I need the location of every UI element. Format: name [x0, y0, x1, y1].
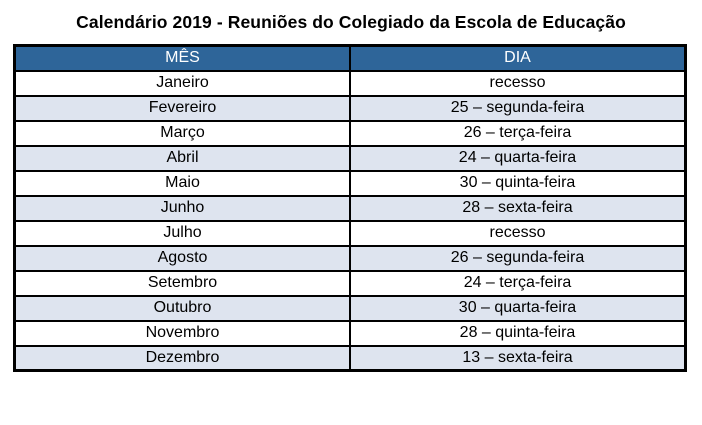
table-row: Dezembro 13 – sexta-feira [13, 344, 687, 372]
cell-dia: 28 – sexta-feira [349, 194, 687, 222]
table-row: Maio 30 – quinta-feira [13, 169, 687, 197]
column-header-mes: MÊS [13, 44, 351, 72]
page-title: Calendário 2019 - Reuniões do Colegiado … [76, 12, 626, 32]
cell-mes: Fevereiro [13, 94, 351, 122]
column-header-dia: DIA [349, 44, 687, 72]
table-row: Junho 28 – sexta-feira [13, 194, 687, 222]
table-row: Julho recesso [13, 219, 687, 247]
calendar-table: MÊS DIA Janeiro recesso Fevereiro 25 – segu… [13, 44, 687, 372]
cell-dia: 30 – quinta-feira [349, 169, 687, 197]
cell-mes: Novembro [13, 319, 351, 347]
cell-mes: Dezembro [13, 344, 351, 372]
cell-dia: 26 – segunda-feira [349, 244, 687, 272]
calendar-table-body: Janeiro recesso Fevereiro 25 – segunda-feir… [13, 69, 687, 372]
table-row: Outubro 30 – quarta-feira [13, 294, 687, 322]
cell-mes: Janeiro [13, 69, 351, 97]
cell-mes: Setembro [13, 269, 351, 297]
cell-dia: recesso [349, 69, 687, 97]
table-row: Setembro 24 – terça-feira [13, 269, 687, 297]
cell-dia: recesso [349, 219, 687, 247]
calendar-table-head: MÊS DIA [13, 44, 687, 72]
cell-mes: Abril [13, 144, 351, 172]
table-row: Março 26 – terça-feira [13, 119, 687, 147]
table-row: Agosto 26 – segunda-feira [13, 244, 687, 272]
table-row: Novembro 28 – quinta-feira [13, 319, 687, 347]
cell-mes: Maio [13, 169, 351, 197]
cell-dia: 24 – terça-feira [349, 269, 687, 297]
table-row: Janeiro recesso [13, 69, 687, 97]
cell-dia: 13 – sexta-feira [349, 344, 687, 372]
cell-mes: Junho [13, 194, 351, 222]
table-row: Abril 24 – quarta-feira [13, 144, 687, 172]
header-row: MÊS DIA [13, 44, 687, 72]
cell-dia: 24 – quarta-feira [349, 144, 687, 172]
cell-mes: Agosto [13, 244, 351, 272]
cell-dia: 25 – segunda-feira [349, 94, 687, 122]
cell-dia: 30 – quarta-feira [349, 294, 687, 322]
table-row: Fevereiro 25 – segunda-feira [13, 94, 687, 122]
cell-mes: Julho [13, 219, 351, 247]
cell-dia: 28 – quinta-feira [349, 319, 687, 347]
cell-dia: 26 – terça-feira [349, 119, 687, 147]
cell-mes: Março [13, 119, 351, 147]
cell-mes: Outubro [13, 294, 351, 322]
